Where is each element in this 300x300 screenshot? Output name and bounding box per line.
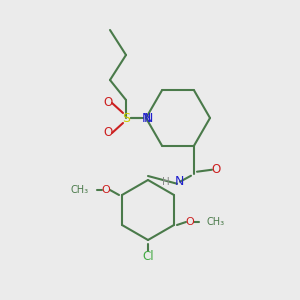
- Text: O: O: [103, 127, 112, 140]
- Text: CH₃: CH₃: [71, 185, 89, 195]
- Text: N: N: [143, 112, 153, 124]
- Text: Cl: Cl: [142, 250, 154, 262]
- Text: O: O: [212, 163, 220, 176]
- Text: N: N: [141, 112, 151, 124]
- Text: O: O: [103, 97, 112, 110]
- Text: N: N: [175, 175, 184, 188]
- Text: O: O: [186, 217, 194, 227]
- Text: H: H: [162, 177, 170, 187]
- Text: S: S: [122, 112, 130, 124]
- Text: CH₃: CH₃: [207, 217, 225, 227]
- Text: O: O: [102, 185, 110, 195]
